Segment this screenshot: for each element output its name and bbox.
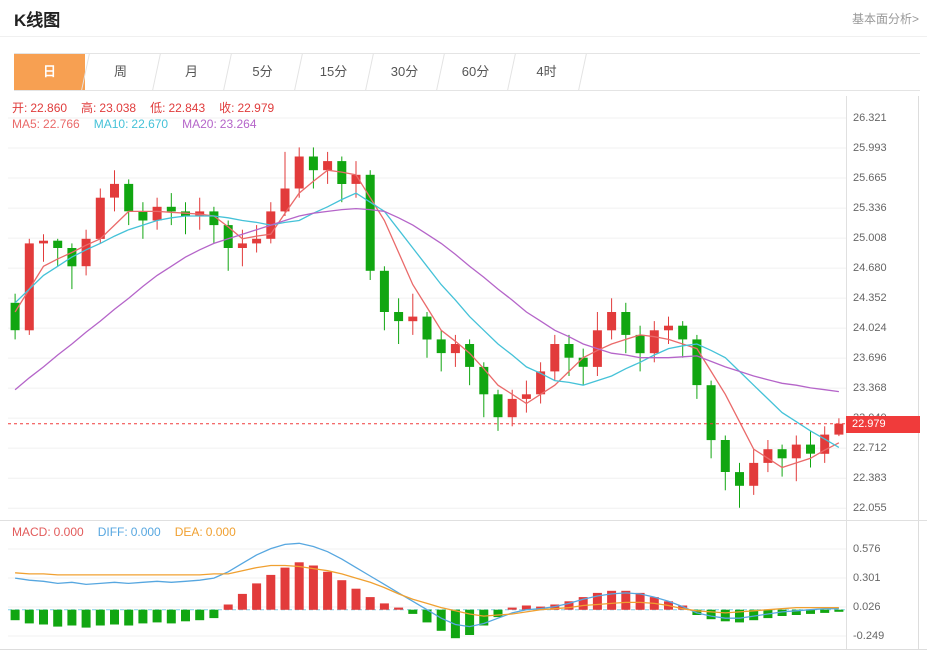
y-axis-label: 22.383 xyxy=(853,472,887,485)
main-chart-area: 26.321 25.993 25.665 25.336 25.008 24.680 24.3… xyxy=(0,96,927,520)
timeframe-tabbar: 日 周 月 5分 15分 30分 60分 4时 xyxy=(14,53,920,91)
y-axis-label: 22.712 xyxy=(853,442,887,455)
y-axis-label: 25.993 xyxy=(853,142,887,154)
macd-panel: 0.576 0.301 0.026 -0.249 MACD: 0.000 DIFF: 0.… xyxy=(0,520,927,650)
y-axis-label: 24.352 xyxy=(853,292,887,305)
fundamental-analysis-link[interactable]: 基本面分析> xyxy=(851,11,919,26)
close-value: 收: 22.979 xyxy=(219,101,275,115)
diff-value: DIFF: 0.000 xyxy=(97,525,161,539)
tab-30min[interactable]: 30分 xyxy=(369,54,440,90)
ma5-legend: MA5: 22.766 xyxy=(12,117,80,131)
current-price-tag: 22.979 xyxy=(846,416,920,433)
y-axis-label: 24.024 xyxy=(853,322,887,335)
y-axis-label: 0.026 xyxy=(853,601,881,613)
dea-value: DEA: 0.000 xyxy=(174,525,236,539)
y-axis-label: 22.055 xyxy=(853,502,887,515)
tab-weekly[interactable]: 周 xyxy=(85,54,156,90)
tab-5min[interactable]: 5分 xyxy=(227,54,298,90)
y-axis-label: 25.336 xyxy=(853,202,887,215)
y-axis-label: -0.249 xyxy=(853,630,885,642)
y-axis-label: 23.696 xyxy=(853,352,887,365)
ohlc-legend: 开: 22.860 高: 23.038 低: 22.843 收: 22.979 xyxy=(12,99,274,116)
y-axis-label: 23.368 xyxy=(853,382,887,395)
macd-value: MACD: 0.000 xyxy=(12,525,84,539)
ma20-legend: MA20: 23.264 xyxy=(182,117,257,131)
y-axis-label: 24.680 xyxy=(853,262,887,275)
low-value: 低: 22.843 xyxy=(150,101,206,115)
candlestick-plot[interactable] xyxy=(8,96,846,520)
macd-axis: 0.576 0.301 0.026 -0.249 xyxy=(846,521,919,649)
page-title: K线图 xyxy=(14,10,61,30)
open-value: 开: 22.860 xyxy=(12,101,68,115)
y-axis-label: 26.321 xyxy=(853,112,887,124)
macd-legend: MACD: 0.000 DIFF: 0.000 DEA: 0.000 xyxy=(12,525,236,539)
tab-15min[interactable]: 15分 xyxy=(298,54,369,90)
tab-4hour[interactable]: 4时 xyxy=(511,54,582,90)
tab-60min[interactable]: 60分 xyxy=(440,54,511,90)
y-axis-label: 0.576 xyxy=(853,543,881,555)
ma10-legend: MA10: 22.670 xyxy=(93,117,169,131)
tab-monthly[interactable]: 月 xyxy=(156,54,227,90)
price-axis: 26.321 25.993 25.665 25.336 25.008 24.680 24.3… xyxy=(846,96,919,520)
ma-legend: MA5: 22.766 MA10: 22.670 MA20: 23.264 xyxy=(12,117,257,131)
high-value: 高: 23.038 xyxy=(81,101,137,115)
y-axis-label: 25.008 xyxy=(853,232,887,245)
y-axis-label: 0.301 xyxy=(853,572,881,584)
y-axis-label: 25.665 xyxy=(853,172,887,184)
tab-daily[interactable]: 日 xyxy=(14,54,85,90)
widget-header: K线图 基本面分析> xyxy=(0,0,927,37)
macd-plot[interactable] xyxy=(8,521,846,649)
